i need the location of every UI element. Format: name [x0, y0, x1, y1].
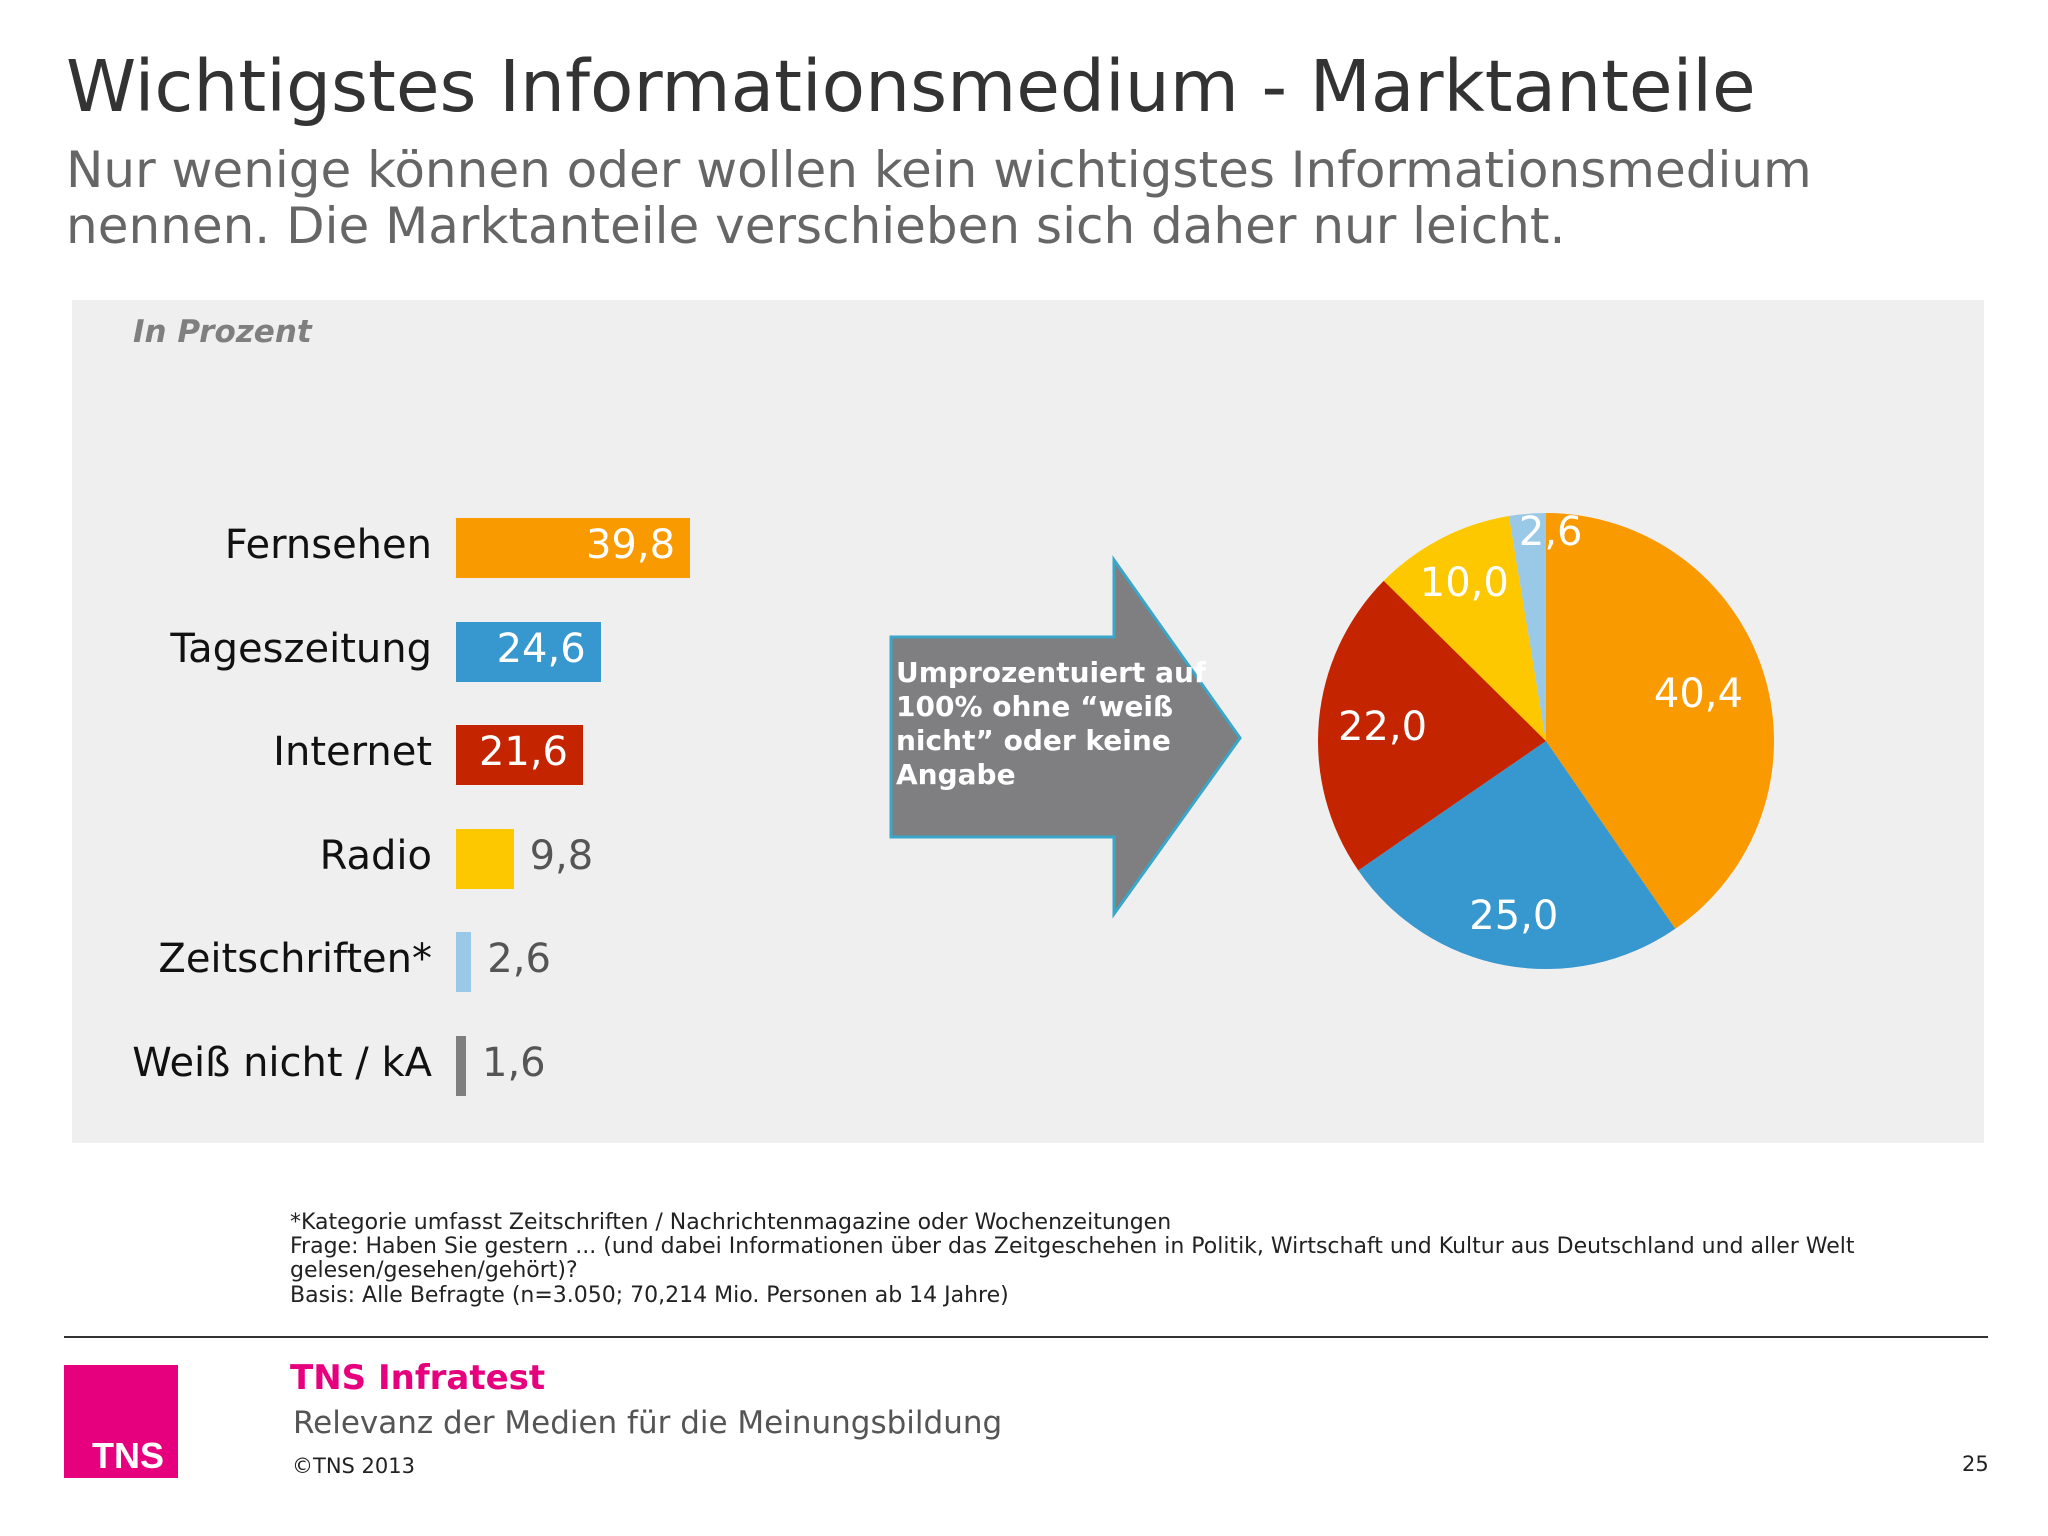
pie-value-label: 2,6 — [1518, 508, 1583, 555]
tns-logo — [64, 1365, 178, 1478]
chart-notes: *Kategorie umfasst Zeitschriften / Nachr… — [290, 1210, 2010, 1308]
bar-value-label: 24,6 — [496, 625, 586, 672]
bar-category-label: Tageszeitung — [170, 625, 432, 672]
unit-label: In Prozent — [133, 314, 312, 350]
bar — [456, 828, 514, 889]
page-title: Wichtigstes Informationsmedium - Marktan… — [66, 45, 1756, 128]
tns-logo-text: TNS — [92, 1435, 164, 1476]
bar — [456, 1035, 466, 1096]
basis-text: Basis: Alle Befragte (n=3.050; 70,214 Mi… — [290, 1282, 1009, 1308]
question-text: Frage: Haben Sie gestern ... (und dabei … — [290, 1234, 1855, 1284]
footer-divider — [64, 1336, 1988, 1338]
bar — [456, 932, 472, 992]
pie-value-label: 10,0 — [1419, 560, 1509, 607]
page-number: 25 — [1962, 1452, 1989, 1476]
bar-category-label: Internet — [273, 729, 432, 775]
bar-value-label: 2,6 — [487, 936, 551, 982]
copyright: ©TNS 2013 — [292, 1454, 415, 1478]
pie-value-label: 22,0 — [1337, 703, 1428, 750]
bar-category-label: Radio — [319, 832, 432, 879]
page-subtitle: Nur wenige können oder wollen kein wicht… — [66, 141, 1812, 255]
bar — [456, 518, 691, 578]
pie-value-label: 40,4 — [1653, 670, 1743, 717]
footnote: *Kategorie umfasst Zeitschriften / Nachr… — [290, 1210, 1172, 1235]
arrow-text: Umprozentuiert auf 100% ohne “weiß nicht… — [896, 656, 1207, 792]
pie-value-label: 25,0 — [1469, 892, 1559, 939]
brand-name: TNS Infratest — [290, 1358, 546, 1398]
bar-category-label: Weiß nicht / kA — [132, 1039, 432, 1086]
bar-value-label: 9,8 — [529, 832, 594, 879]
bar-category-label: Zeitschriften* — [158, 936, 432, 982]
bar-value-label: 39,8 — [585, 522, 676, 568]
bar — [456, 621, 601, 682]
report-title: Relevanz der Medien für die Meinungsbild… — [293, 1405, 1003, 1441]
bar-category-label: Fernsehen — [224, 522, 432, 568]
bar — [456, 725, 583, 785]
bar-value-label: 21,6 — [478, 729, 568, 775]
bar-value-label: 1,6 — [482, 1039, 546, 1086]
